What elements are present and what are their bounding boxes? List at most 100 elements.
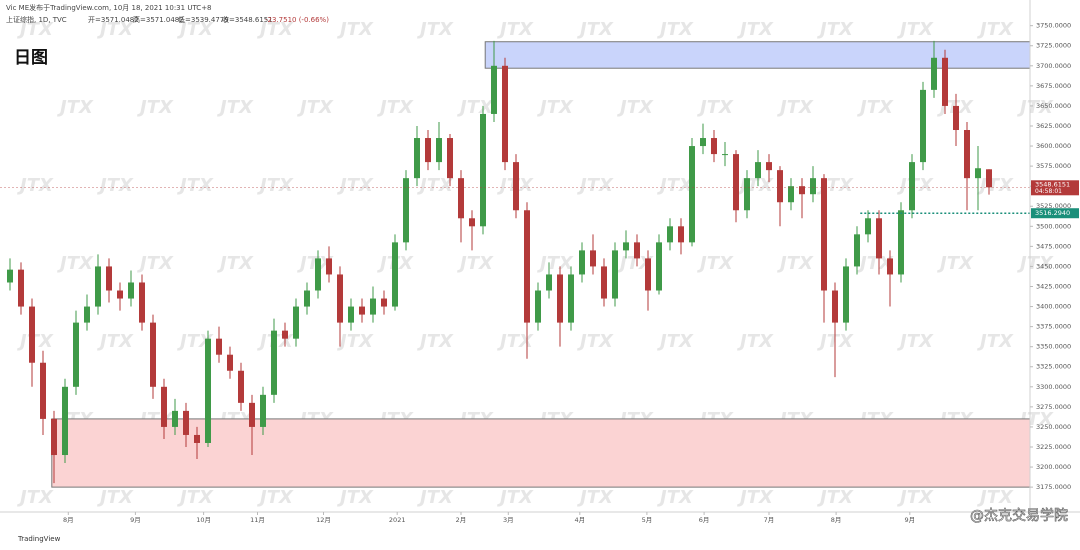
- y-tick-label: 3575.0000: [1036, 162, 1071, 170]
- candle-body: [667, 226, 673, 243]
- watermark: JTX: [177, 487, 214, 508]
- candle-body: [106, 266, 112, 291]
- candle-body: [348, 306, 354, 323]
- candle-body: [502, 65, 508, 163]
- y-tick-label: 3725.0000: [1036, 42, 1071, 50]
- watermark: JTX: [737, 331, 774, 352]
- candle-body: [700, 138, 706, 147]
- candle-body: [18, 269, 24, 307]
- watermark: JTX: [697, 253, 734, 274]
- y-tick-label: 3375.0000: [1036, 323, 1071, 331]
- candle-body: [491, 65, 497, 114]
- logo: TradingView: [17, 535, 61, 543]
- candle-body: [249, 402, 255, 427]
- watermark: JTX: [497, 487, 534, 508]
- y-tick-label: 3200.0000: [1036, 463, 1071, 471]
- watermark: JTX: [57, 253, 94, 274]
- watermark: JTX: [417, 487, 454, 508]
- credit: @杰克交易学院: [970, 507, 1068, 524]
- watermark: JTX: [737, 19, 774, 40]
- watermark: JTX: [217, 253, 254, 274]
- candle-body: [733, 154, 739, 211]
- watermark: JTX: [457, 97, 494, 118]
- watermark: JTX: [417, 19, 454, 40]
- candle-body: [546, 274, 552, 291]
- candle-body: [40, 362, 46, 419]
- candle-body: [755, 162, 761, 179]
- candle-body: [744, 178, 750, 211]
- zone: [484, 41, 1031, 69]
- candle-body: [271, 330, 277, 395]
- candle-body: [579, 250, 585, 275]
- x-tick-label: 10月: [196, 516, 211, 524]
- candle-body: [711, 138, 717, 155]
- y-tick-label: 3250.0000: [1036, 423, 1071, 431]
- candle-body: [480, 113, 486, 227]
- candle-body: [513, 162, 519, 211]
- watermark: JTX: [257, 487, 294, 508]
- x-tick-label: 12月: [316, 516, 331, 524]
- watermark: JTX: [97, 19, 134, 40]
- support-label: 3516.2940: [1035, 209, 1070, 217]
- watermark: JTX: [177, 175, 214, 196]
- candle-body: [216, 338, 222, 355]
- candle-body: [117, 290, 123, 299]
- watermark: JTX: [217, 97, 254, 118]
- ohlc-header: 上证综指, 1D, TVC 开=3571.0482 高=3571.0482 低=…: [6, 15, 329, 24]
- y-tick-label: 3275.0000: [1036, 403, 1071, 411]
- watermark: JTX: [377, 97, 414, 118]
- candle-body: [601, 266, 607, 299]
- publish-info: Vic ME发布于TradingView.com, 10月 18, 2021 1…: [6, 3, 212, 12]
- watermark: JTX: [457, 253, 494, 274]
- candle-body: [678, 226, 684, 243]
- candle-body: [656, 242, 662, 291]
- candle-body: [381, 298, 387, 307]
- watermark: JTX: [337, 487, 374, 508]
- watermark: JTX: [177, 331, 214, 352]
- y-tick-label: 3625.0000: [1036, 122, 1071, 130]
- candle-body: [909, 162, 915, 211]
- close: 收=3548.6151: [222, 15, 273, 24]
- candle-body: [172, 410, 178, 427]
- watermark: JTX: [497, 331, 534, 352]
- candle-body: [238, 370, 244, 403]
- candle-body: [392, 242, 398, 307]
- candle-body: [854, 234, 860, 267]
- watermark: JTX: [817, 487, 854, 508]
- y-tick-label: 3350.0000: [1036, 343, 1071, 351]
- watermark: JTX: [857, 253, 894, 274]
- candle-body: [634, 242, 640, 259]
- last-price-tag: [1031, 180, 1079, 196]
- watermark: JTX: [657, 487, 694, 508]
- candle-body: [7, 269, 13, 283]
- candle-body: [821, 178, 827, 291]
- y-tick-label: 3300.0000: [1036, 383, 1071, 391]
- candle-body: [282, 330, 288, 339]
- candle-body: [447, 138, 453, 179]
- candle-body: [788, 186, 794, 203]
- candle-body: [964, 130, 970, 179]
- support-tag: [1031, 208, 1079, 219]
- watermark: JTX: [897, 331, 934, 352]
- candle-body: [931, 57, 937, 90]
- watermark: JTX: [577, 19, 614, 40]
- candle-body: [832, 290, 838, 323]
- watermark: JTX: [897, 175, 934, 196]
- x-tick-label: 5月: [642, 516, 653, 524]
- watermark: JTX: [897, 487, 934, 508]
- watermark: JTX: [17, 19, 54, 40]
- candle-body: [161, 386, 167, 427]
- zone: [51, 418, 1031, 488]
- change: -23.7510 (-0.66%): [265, 16, 329, 24]
- open: 开=3571.0482: [88, 16, 139, 24]
- watermark: JTX: [657, 175, 694, 196]
- y-tick-label: 3750.0000: [1036, 22, 1071, 30]
- x-tick-label: 6月: [699, 516, 710, 524]
- candle-body: [898, 210, 904, 275]
- symbol: 上证综指, 1D, TVC: [6, 15, 67, 24]
- watermark: JTX: [577, 331, 614, 352]
- candle-body: [337, 274, 343, 323]
- candle-body: [183, 410, 189, 435]
- plot: [0, 40, 1031, 488]
- candle-body: [568, 274, 574, 323]
